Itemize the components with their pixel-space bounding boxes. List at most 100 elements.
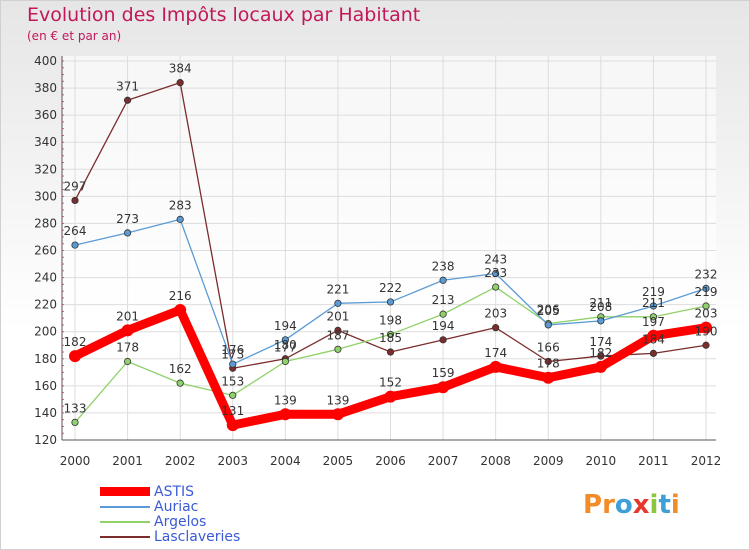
- legend-label: Argelos: [154, 513, 207, 530]
- chart-subtitle: (en € et par an): [27, 29, 122, 43]
- x-tick-label: 2006: [375, 454, 406, 468]
- data-label: 264: [64, 224, 87, 238]
- series-point-auriac: [334, 299, 342, 307]
- logo-letter: r: [602, 490, 615, 520]
- legend-label: Lasclaveries: [154, 528, 241, 545]
- data-label: 178: [537, 357, 560, 371]
- data-label: 159: [432, 366, 455, 380]
- series-point-lasclaveries: [702, 341, 710, 349]
- logo-letter: x: [632, 490, 650, 520]
- series-point-argelos: [334, 345, 342, 353]
- series-point-astis: [700, 321, 712, 334]
- data-label: 243: [484, 253, 507, 267]
- data-label: 187: [326, 328, 349, 342]
- data-label: 213: [432, 293, 455, 307]
- x-tick-label: 2003: [217, 454, 248, 468]
- plot-area: [62, 56, 716, 440]
- data-label: 177: [274, 340, 297, 354]
- series-point-argelos: [439, 310, 447, 318]
- x-tick-label: 2011: [638, 454, 669, 468]
- series-point-auriac: [439, 276, 447, 284]
- y-tick-label: 200: [34, 325, 57, 339]
- data-label: 273: [116, 212, 139, 226]
- series-point-argelos: [123, 357, 132, 366]
- data-label: 178: [116, 340, 139, 354]
- data-label: 174: [484, 346, 507, 360]
- logo-letter: t: [658, 490, 671, 520]
- data-label: 283: [169, 198, 192, 212]
- series-point-auriac: [492, 269, 500, 278]
- y-tick-label: 140: [34, 406, 57, 420]
- data-label: 131: [221, 404, 244, 418]
- series-point-astis: [489, 360, 502, 373]
- series-point-astis: [69, 350, 81, 363]
- data-label: 232: [695, 267, 718, 281]
- data-label: 198: [379, 313, 402, 327]
- data-label: 176: [221, 343, 244, 357]
- data-label: 221: [326, 282, 349, 296]
- y-tick-label: 360: [34, 108, 57, 122]
- series-point-astis: [331, 408, 344, 421]
- data-label: 162: [169, 362, 192, 376]
- data-label: 219: [695, 285, 718, 299]
- y-tick-label: 120: [34, 433, 57, 447]
- logo-letter: P: [583, 490, 603, 520]
- series-point-argelos: [176, 379, 184, 387]
- y-tick-label: 280: [34, 216, 57, 230]
- series-point-astis: [594, 360, 607, 373]
- series-point-astis: [384, 390, 397, 403]
- legend-swatch: [100, 535, 150, 538]
- x-tick-label: 2001: [112, 454, 143, 468]
- series-point-auriac: [386, 298, 395, 306]
- series-point-auriac: [281, 336, 289, 344]
- series-point-lasclaveries: [176, 79, 184, 87]
- legend-label: ASTIS: [154, 483, 195, 500]
- data-label: 139: [274, 393, 297, 407]
- series-point-lasclaveries: [334, 326, 342, 334]
- y-tick-label: 180: [34, 352, 57, 366]
- series-point-auriac: [597, 317, 605, 325]
- y-tick-label: 240: [34, 271, 57, 285]
- data-label: 190: [695, 324, 718, 338]
- data-label: 297: [64, 179, 87, 193]
- x-tick-label: 2005: [323, 454, 354, 468]
- series-point-argelos: [492, 283, 500, 291]
- series-point-lasclaveries: [649, 349, 658, 357]
- logo-letter: i: [670, 490, 680, 520]
- data-label: 139: [326, 393, 349, 407]
- series-point-argelos: [649, 313, 658, 321]
- series-point-argelos: [71, 418, 79, 427]
- data-label: 211: [642, 296, 665, 310]
- data-label: 194: [432, 319, 455, 333]
- series-point-auriac: [544, 321, 552, 329]
- y-tick-label: 320: [34, 162, 57, 176]
- x-tick-label: 2012: [691, 454, 722, 468]
- x-tick-label: 2010: [586, 454, 617, 468]
- data-label: 371: [116, 79, 139, 93]
- data-label: 182: [589, 346, 612, 360]
- x-tick-label: 2002: [165, 454, 196, 468]
- data-label: 174: [589, 335, 612, 349]
- series-point-lasclaveries: [492, 324, 500, 332]
- series-point-lasclaveries: [71, 196, 79, 205]
- series-point-argelos: [702, 302, 710, 310]
- data-label: 233: [484, 266, 507, 280]
- series-point-auriac: [229, 360, 237, 368]
- data-label: 182: [64, 335, 87, 349]
- data-label: 206: [537, 303, 560, 317]
- series-point-astis: [647, 329, 660, 342]
- data-label: 238: [432, 259, 455, 273]
- series-point-lasclaveries: [386, 348, 395, 356]
- y-tick-label: 160: [34, 379, 57, 393]
- series-point-astis: [226, 419, 239, 432]
- data-label: 211: [589, 296, 612, 310]
- data-label: 173: [221, 347, 244, 361]
- series-point-lasclaveries: [544, 357, 552, 366]
- data-label: 384: [169, 62, 192, 76]
- y-tick-label: 380: [34, 81, 57, 95]
- series-point-auriac: [702, 284, 710, 292]
- data-label: 133: [64, 401, 87, 415]
- y-tick-label: 300: [34, 189, 57, 203]
- series-point-lasclaveries: [123, 96, 132, 104]
